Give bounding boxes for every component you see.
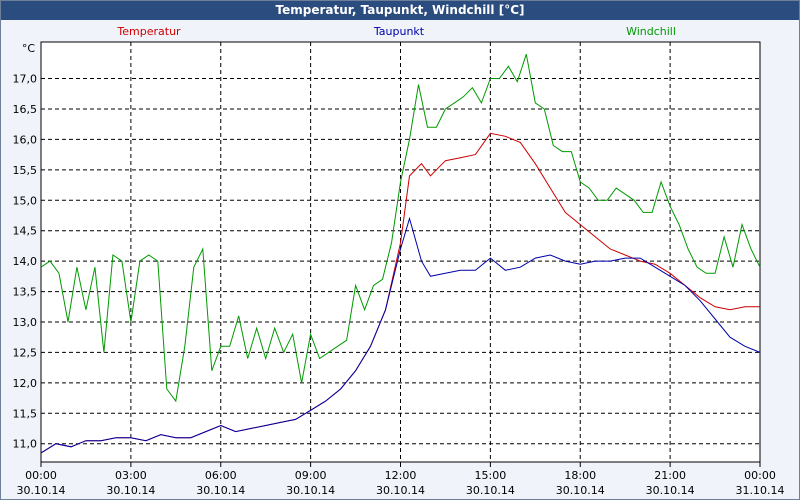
y-tick-label: 16,5 [13,103,38,116]
x-tick-time: 06:00 [205,469,237,482]
legend-temperatur: Temperatur [116,25,181,38]
plot-frame [40,41,761,463]
legend-windchill: Windchill [626,25,676,38]
x-tick-time: 18:00 [564,469,596,482]
y-tick-label: 17,0 [13,73,38,86]
x-tick-date: 30.10.14 [196,484,245,497]
line-chart: 11,0 11,5 12,0 12,5 13,0 13,5 14,0 14,5 15,0 15,5… [13,25,785,497]
x-tick-date: 30.10.14 [286,484,335,497]
x-tick-time: 03:00 [115,469,147,482]
x-tick-date: 30.10.14 [17,484,66,497]
y-tick-label: 14,5 [13,225,38,238]
x-tick-time: 00:00 [25,469,57,482]
x-tick-time: 21:00 [654,469,686,482]
y-tick-label: 13,5 [13,286,38,299]
x-tick-time: 00:00 [744,469,776,482]
chart-title: Temperatur, Taupunkt, Windchill [°C] [1,1,799,20]
y-tick-label: 11,0 [13,438,38,451]
x-tick-date: 30.10.14 [556,484,605,497]
y-tick-label: 16,0 [13,133,38,146]
x-tick-date: 30.10.14 [646,484,695,497]
x-tick-date: 30.10.14 [376,484,425,497]
y-tick-label: 14,0 [13,255,38,268]
x-tick-date: 30.10.14 [106,484,155,497]
series-line-taupunkt [40,216,761,454]
x-tick-time: 15:00 [475,469,507,482]
y-tick-label: 12,0 [13,377,38,390]
plot-area: 11,0 11,5 12,0 12,5 13,0 13,5 14,0 14,5 15,0 15,5… [1,20,799,499]
y-tick-label: 11,5 [13,407,38,420]
x-tick-time: 09:00 [295,469,327,482]
y-tick-label: 12,5 [13,346,38,359]
y-tick-label: 15,5 [13,164,38,177]
x-tick-time: 12:00 [385,469,417,482]
series-line-windchill [40,54,761,403]
y-tick-label: 15,0 [13,194,38,207]
x-tick-date: 30.10.14 [466,484,515,497]
legend-taupunkt: Taupunkt [373,25,425,38]
y-axis-label: °C [22,42,36,55]
x-tick-date: 31.10.14 [736,484,785,497]
y-tick-label: 13,0 [13,316,38,329]
